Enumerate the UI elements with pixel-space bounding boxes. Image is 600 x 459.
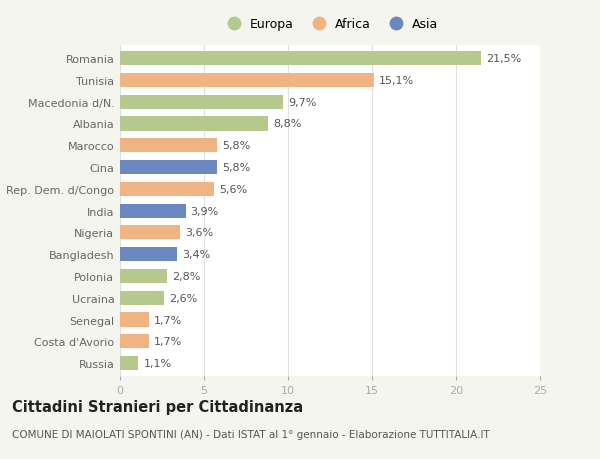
Bar: [120, 335, 149, 349]
Text: 9,7%: 9,7%: [288, 97, 316, 107]
Bar: [120, 73, 374, 88]
Text: 1,1%: 1,1%: [143, 358, 172, 368]
Bar: [120, 52, 481, 66]
Bar: [120, 139, 217, 153]
Legend: Europa, Africa, Asia: Europa, Africa, Asia: [217, 13, 443, 36]
Bar: [120, 226, 181, 240]
Text: 1,7%: 1,7%: [154, 315, 182, 325]
Text: 8,8%: 8,8%: [273, 119, 301, 129]
Text: 3,4%: 3,4%: [182, 250, 211, 260]
Bar: [120, 182, 214, 196]
Bar: [120, 291, 164, 305]
Bar: [120, 95, 283, 110]
Text: 3,6%: 3,6%: [185, 228, 214, 238]
Text: 1,7%: 1,7%: [154, 336, 182, 347]
Bar: [120, 269, 167, 284]
Text: COMUNE DI MAIOLATI SPONTINI (AN) - Dati ISTAT al 1° gennaio - Elaborazione TUTTI: COMUNE DI MAIOLATI SPONTINI (AN) - Dati …: [12, 429, 490, 439]
Text: 3,9%: 3,9%: [191, 206, 219, 216]
Bar: [120, 247, 177, 262]
Text: 21,5%: 21,5%: [486, 54, 521, 64]
Text: Cittadini Stranieri per Cittadinanza: Cittadini Stranieri per Cittadinanza: [12, 399, 303, 414]
Text: 2,8%: 2,8%: [172, 271, 200, 281]
Bar: [120, 117, 268, 131]
Bar: [120, 204, 185, 218]
Bar: [120, 161, 217, 175]
Text: 5,6%: 5,6%: [219, 185, 247, 195]
Bar: [120, 313, 149, 327]
Text: 2,6%: 2,6%: [169, 293, 197, 303]
Bar: [120, 356, 139, 370]
Text: 5,8%: 5,8%: [223, 162, 251, 173]
Text: 5,8%: 5,8%: [223, 141, 251, 151]
Text: 15,1%: 15,1%: [379, 76, 414, 86]
